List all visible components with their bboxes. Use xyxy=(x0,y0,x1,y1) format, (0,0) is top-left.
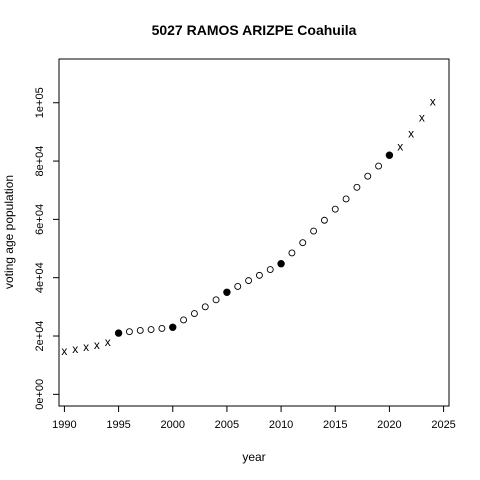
data-point-open xyxy=(180,316,188,324)
y-tick-label: 2e+04 xyxy=(34,321,46,352)
data-point-filled xyxy=(223,288,231,296)
plot-area-frame xyxy=(58,58,450,407)
y-tick-label: 6e+04 xyxy=(34,204,46,235)
data-point-x-marker: x xyxy=(430,94,436,108)
data-point-open xyxy=(331,205,339,213)
data-point-filled xyxy=(114,329,123,337)
data-point-x-marker: x xyxy=(419,110,425,124)
data-point-x-marker: x xyxy=(72,342,78,356)
x-tick-label: 1990 xyxy=(52,419,76,431)
y-tick-label: 1e+05 xyxy=(34,87,46,118)
data-point-x-marker: x xyxy=(397,139,403,153)
data-point-open xyxy=(364,172,372,180)
data-point-open xyxy=(255,271,263,279)
data-point-x-marker: x xyxy=(94,338,100,352)
data-point-open xyxy=(310,227,318,235)
data-point-open xyxy=(245,277,253,285)
data-point-open xyxy=(353,183,361,191)
data-point-open xyxy=(342,195,350,203)
y-tick-label: 0e+00 xyxy=(34,379,46,410)
data-point-x-marker: x xyxy=(105,335,111,349)
chart-title: 5027 RAMOS ARIZPE Coahuila xyxy=(152,22,357,38)
x-tick-label: 2020 xyxy=(377,419,401,431)
x-axis: 1990 1995 2000 2005 2010 2015 2020 2025 xyxy=(52,405,456,431)
x-tick-label: 2005 xyxy=(215,419,239,431)
data-point-open xyxy=(320,216,328,224)
data-point-x-marker: x xyxy=(83,340,89,354)
x-tick-label: 1995 xyxy=(106,419,130,431)
data-point-filled xyxy=(385,151,394,159)
data-point-open xyxy=(136,327,144,334)
x-tick-label: 2025 xyxy=(431,419,455,431)
data-point-open xyxy=(147,326,155,334)
data-point-open xyxy=(288,249,296,257)
y-axis: 0e+00 2e+04 4e+04 6e+04 8e+04 1e+05 xyxy=(34,87,60,410)
y-axis-label: voting age population xyxy=(2,175,16,289)
data-point-open xyxy=(190,310,198,318)
y-tick-label: 8e+04 xyxy=(34,146,46,177)
data-point-open xyxy=(375,162,383,170)
data-point-open xyxy=(266,266,274,273)
x-tick-label: 2010 xyxy=(269,419,293,431)
data-point-filled xyxy=(169,323,177,331)
x-axis-label: year xyxy=(242,450,265,464)
data-point-x-marker: x xyxy=(408,126,414,140)
data-point-open xyxy=(201,303,209,311)
data-point-open xyxy=(212,296,220,304)
y-tick-label: 4e+04 xyxy=(34,262,46,293)
data-point-open xyxy=(125,328,133,336)
data-point-filled xyxy=(277,260,285,268)
x-tick-label: 2000 xyxy=(161,419,185,431)
data-point-open xyxy=(234,282,242,290)
data-point-open xyxy=(299,239,307,247)
data-point-x-marker: x xyxy=(61,344,67,358)
x-tick-label: 2015 xyxy=(323,419,347,431)
data-point-open xyxy=(158,324,166,332)
